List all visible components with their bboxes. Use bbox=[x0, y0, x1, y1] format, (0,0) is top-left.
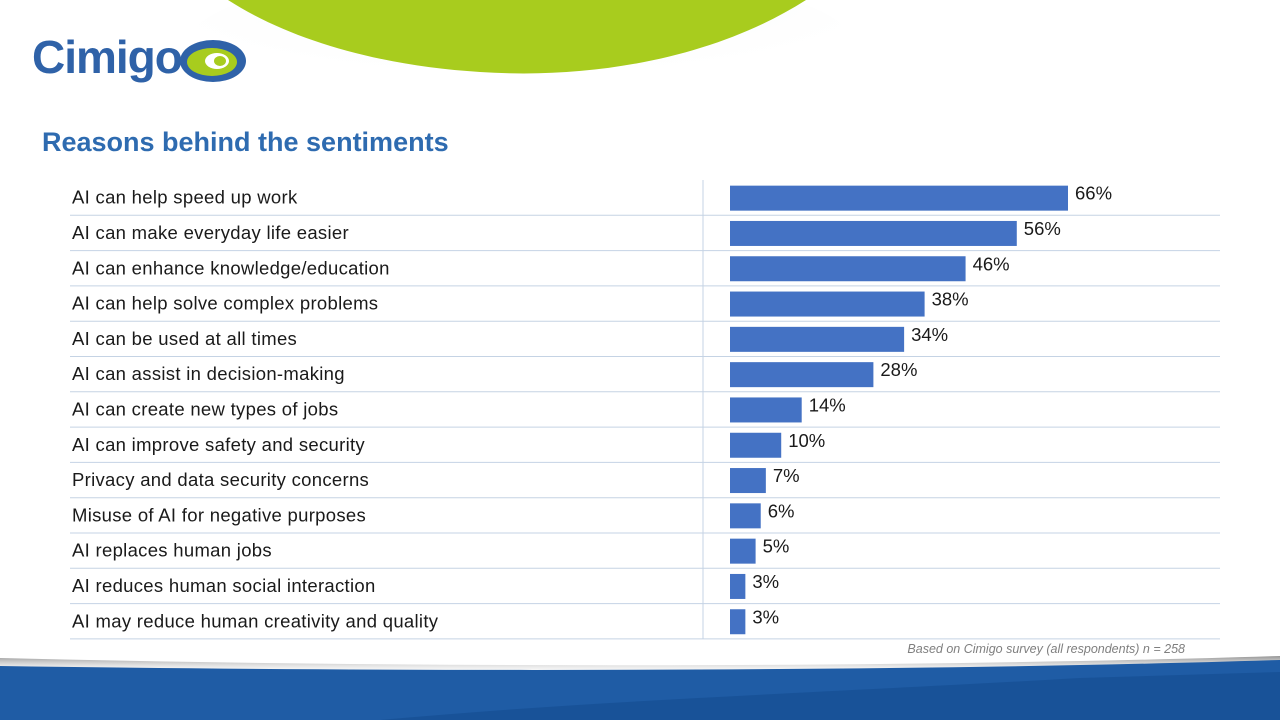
category-label: Privacy and data security concerns bbox=[72, 469, 369, 490]
category-label: Misuse of AI for negative purposes bbox=[72, 504, 366, 525]
data-label: 3% bbox=[752, 571, 779, 592]
category-label: AI can help solve complex problems bbox=[72, 293, 378, 314]
bar bbox=[730, 609, 746, 635]
category-label: AI can improve safety and security bbox=[72, 434, 365, 455]
bar bbox=[730, 432, 782, 458]
bar bbox=[730, 291, 925, 317]
data-label: 28% bbox=[880, 359, 917, 380]
logo-eye-icon bbox=[180, 40, 246, 82]
bar bbox=[730, 573, 746, 599]
data-label: 3% bbox=[752, 606, 779, 627]
data-label: 14% bbox=[809, 394, 846, 415]
category-label: AI can create new types of jobs bbox=[72, 398, 338, 419]
bar bbox=[730, 220, 1017, 246]
category-label: AI replaces human jobs bbox=[72, 540, 272, 561]
chart-footnote: Based on Cimigo survey (all respondents)… bbox=[907, 642, 1185, 656]
green-swoosh bbox=[228, 0, 806, 74]
data-label: 66% bbox=[1075, 183, 1112, 204]
category-label: AI may reduce human creativity and quali… bbox=[72, 610, 439, 631]
data-label: 56% bbox=[1024, 218, 1061, 239]
bar bbox=[730, 185, 1068, 211]
bar bbox=[730, 538, 756, 564]
data-label: 10% bbox=[788, 430, 825, 451]
category-label: AI can make everyday life easier bbox=[72, 222, 349, 243]
page-title: Reasons behind the sentiments bbox=[42, 127, 449, 157]
bar bbox=[730, 326, 905, 352]
category-label: AI can be used at all times bbox=[72, 328, 297, 349]
category-label: AI can enhance knowledge/education bbox=[72, 257, 390, 278]
bar bbox=[730, 397, 802, 423]
data-label: 7% bbox=[773, 465, 800, 486]
header-decoration bbox=[190, 0, 850, 110]
category-label: AI can assist in decision-making bbox=[72, 363, 345, 384]
bar bbox=[730, 362, 874, 388]
category-label: AI reduces human social interaction bbox=[72, 575, 376, 596]
bar bbox=[730, 468, 766, 494]
data-label: 38% bbox=[932, 289, 969, 310]
bar bbox=[730, 503, 761, 529]
bar bbox=[730, 256, 966, 282]
category-label: AI can help speed up work bbox=[72, 187, 298, 208]
data-label: 34% bbox=[911, 324, 948, 345]
data-label: 6% bbox=[768, 500, 795, 521]
data-label: 46% bbox=[973, 253, 1010, 274]
data-label: 5% bbox=[763, 536, 790, 557]
logo-wordmark: Cimigo bbox=[32, 31, 183, 83]
